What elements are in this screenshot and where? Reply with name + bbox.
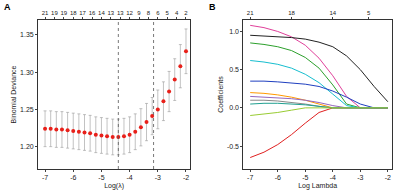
- svg-text:12: 12: [126, 10, 133, 16]
- svg-text:5: 5: [367, 10, 371, 16]
- svg-text:6: 6: [156, 10, 160, 16]
- svg-text:-4: -4: [126, 174, 132, 181]
- svg-text:0.5: 0.5: [229, 66, 239, 73]
- svg-text:13: 13: [107, 10, 114, 16]
- svg-text:9: 9: [137, 10, 141, 16]
- svg-text:1.30: 1.30: [20, 69, 34, 76]
- svg-text:5: 5: [166, 10, 170, 16]
- svg-text:1.20: 1.20: [20, 143, 34, 150]
- svg-text:1.25: 1.25: [20, 106, 34, 113]
- svg-text:-3: -3: [357, 174, 363, 181]
- svg-text:Coefficients: Coefficients: [217, 76, 224, 113]
- svg-text:1.35: 1.35: [20, 31, 34, 38]
- svg-text:21: 21: [42, 10, 49, 16]
- svg-text:-5: -5: [98, 174, 104, 181]
- svg-text:17: 17: [79, 10, 86, 16]
- svg-text:-3: -3: [155, 174, 161, 181]
- svg-text:Binomial Deviance: Binomial Deviance: [10, 65, 17, 123]
- svg-text:1.0: 1.0: [229, 28, 239, 35]
- svg-text:19: 19: [51, 10, 58, 16]
- svg-text:A: A: [4, 2, 11, 12]
- svg-text:0.0: 0.0: [229, 104, 239, 111]
- svg-text:13: 13: [117, 10, 124, 16]
- svg-text:21: 21: [247, 10, 254, 16]
- svg-text:-0.5: -0.5: [227, 143, 239, 150]
- svg-text:Log(λ): Log(λ): [104, 182, 124, 190]
- svg-text:19: 19: [61, 10, 68, 16]
- svg-text:-5: -5: [302, 174, 308, 181]
- svg-text:14: 14: [329, 10, 336, 16]
- svg-text:14: 14: [98, 10, 105, 16]
- svg-text:-2: -2: [385, 174, 391, 181]
- svg-text:-4: -4: [330, 174, 336, 181]
- svg-text:18: 18: [70, 10, 77, 16]
- svg-text:-6: -6: [275, 174, 281, 181]
- svg-text:Log Lambda: Log Lambda: [298, 182, 337, 190]
- svg-text:-7: -7: [42, 174, 48, 181]
- svg-text:8: 8: [147, 10, 151, 16]
- svg-text:-2: -2: [183, 174, 189, 181]
- svg-text:2: 2: [184, 10, 188, 16]
- svg-text:-6: -6: [70, 174, 76, 181]
- svg-text:4: 4: [175, 10, 179, 16]
- svg-text:16: 16: [89, 10, 96, 16]
- svg-text:-7: -7: [247, 174, 253, 181]
- svg-text:B: B: [209, 2, 216, 12]
- svg-text:18: 18: [288, 10, 295, 16]
